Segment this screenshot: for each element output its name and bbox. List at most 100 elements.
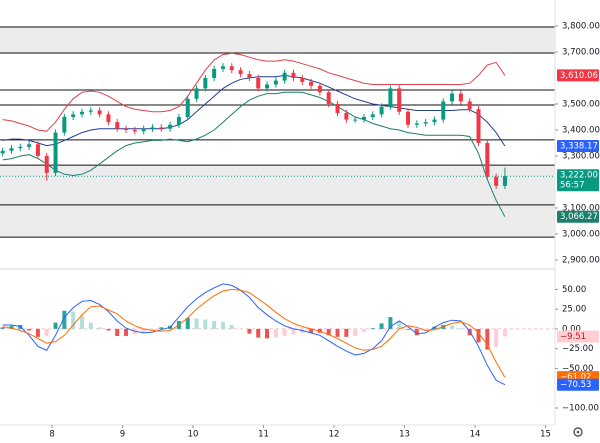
candle-body	[282, 72, 287, 81]
price-label-box	[557, 140, 599, 153]
candle-body	[27, 144, 32, 147]
settings-icon[interactable]	[573, 427, 583, 437]
histogram-bar	[27, 328, 32, 331]
histogram-bar	[0, 327, 5, 329]
histogram-bar	[141, 328, 146, 333]
x-tick-label: 13	[399, 430, 410, 440]
histogram-bar	[185, 317, 190, 329]
gear[interactable]	[573, 427, 583, 437]
countdown: 56:57	[560, 181, 585, 191]
candle-body	[168, 124, 173, 129]
y-tick-label: 2,900.00	[562, 255, 600, 265]
candle-body	[238, 70, 243, 75]
y-tick-label: 3,300.00	[562, 151, 600, 161]
indicator-line	[2, 91, 506, 217]
candle-body	[441, 101, 446, 120]
price-label-box	[557, 378, 599, 391]
y-tick-label: 3,500.00	[562, 99, 600, 109]
x-tick-label: 10	[188, 430, 199, 440]
candle-body	[88, 110, 93, 112]
histogram-bar	[361, 328, 366, 333]
candle-body	[388, 88, 393, 107]
histogram-bar	[212, 321, 217, 329]
histogram-bar	[256, 328, 261, 338]
candle-body	[300, 77, 305, 82]
histogram-bar	[97, 327, 102, 329]
candle-body	[502, 176, 507, 186]
y-tick-label: 3,000.00	[562, 229, 600, 239]
candle-body	[265, 84, 270, 89]
histogram-bar	[247, 328, 252, 334]
last-price-box	[557, 169, 599, 192]
histogram-bar	[458, 328, 463, 329]
histogram-bar	[291, 328, 296, 335]
price-label: 3,610.06	[560, 71, 598, 81]
candle-body	[0, 150, 5, 154]
candle-body	[212, 68, 217, 78]
histogram-bar	[106, 328, 111, 331]
candle-body	[44, 155, 49, 173]
x-tick-label: 11	[258, 430, 269, 440]
candle-body	[485, 142, 490, 177]
histogram-bar	[406, 328, 411, 330]
candle-body	[229, 66, 234, 71]
histogram-bar	[414, 328, 419, 336]
histogram-bar	[88, 322, 93, 329]
histogram-bar	[388, 317, 393, 329]
histogram-bar	[62, 310, 67, 329]
histogram-bar	[326, 328, 331, 336]
candle-body	[132, 129, 137, 132]
candle-body	[220, 66, 225, 69]
histogram-bar	[476, 328, 481, 343]
histogram-bar	[115, 328, 120, 337]
candle-body	[379, 106, 384, 115]
candle-body	[450, 93, 455, 102]
candle-body	[370, 114, 375, 117]
gear-center[interactable]	[576, 430, 580, 434]
price-label-box	[557, 69, 599, 82]
candle-body	[494, 176, 499, 186]
histogram-bar	[220, 321, 225, 329]
zone	[0, 27, 555, 54]
candle-body	[397, 88, 402, 112]
y-tick-label: 3,400.00	[562, 125, 600, 135]
histogram-bar	[450, 325, 455, 329]
histogram-bar	[485, 328, 490, 350]
price-label: 3,066.27	[560, 212, 598, 222]
histogram-bar	[194, 318, 199, 329]
candle-body	[247, 74, 252, 78]
price-label: −61.02	[560, 373, 591, 383]
candle-body	[106, 114, 111, 123]
candle-body	[18, 146, 23, 149]
candle-body	[406, 111, 411, 125]
candle-body	[150, 127, 155, 129]
histogram-bar	[44, 328, 49, 337]
histogram-bar	[124, 328, 129, 337]
histogram-bar	[229, 324, 234, 329]
histogram-bar	[79, 315, 84, 329]
x-tick-label: 14	[470, 430, 481, 440]
histogram-bar	[238, 328, 243, 330]
candle-body	[124, 128, 129, 130]
y-tick-label: 3,100.00	[562, 203, 600, 213]
y-tick-label: 25.00	[562, 305, 586, 315]
y-tick-label: −50.00	[562, 364, 593, 374]
candle-body	[71, 114, 76, 117]
zone	[0, 165, 555, 238]
candle-body	[353, 119, 358, 121]
indicator-line	[2, 74, 506, 147]
candle-body	[97, 110, 102, 115]
y-tick-label: −100.00	[562, 404, 599, 414]
histogram-bar	[265, 328, 270, 339]
candle-body	[185, 98, 190, 117]
histogram-bar	[344, 328, 349, 337]
candle-body	[458, 93, 463, 102]
histogram-bar	[282, 328, 287, 337]
candle-body	[423, 122, 428, 124]
price-label-box	[557, 330, 599, 343]
indicator-line	[2, 288, 506, 378]
y-tick-label: 0.00	[562, 324, 581, 334]
price-label: −70.53	[560, 380, 591, 390]
candle-body	[35, 144, 40, 156]
